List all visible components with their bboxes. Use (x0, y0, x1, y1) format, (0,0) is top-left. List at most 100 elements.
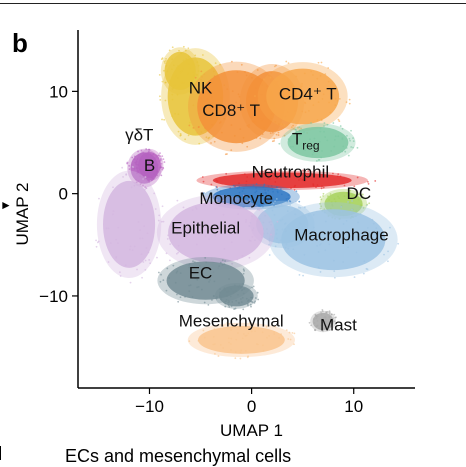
cell-point (253, 120, 256, 123)
cell-point (295, 200, 297, 203)
cell-point (128, 165, 131, 167)
cell-point (164, 62, 166, 64)
cell-point (303, 131, 305, 134)
cell-point (143, 172, 146, 174)
cell-point (245, 183, 248, 186)
cell-point (359, 193, 362, 196)
cell-point (122, 176, 124, 178)
cell-point (352, 146, 354, 149)
cell-point (255, 137, 258, 139)
cell-point (347, 154, 350, 157)
cell-point (219, 63, 221, 66)
cell-point (333, 313, 336, 316)
cell-point (216, 188, 219, 191)
cell-point (112, 210, 115, 212)
cell-point (162, 220, 165, 223)
cell-point (188, 284, 190, 287)
cell-point (212, 335, 215, 338)
cell-point (139, 183, 142, 185)
cell-point (195, 73, 198, 76)
cell-point (236, 105, 239, 108)
cell-point (140, 149, 143, 152)
cell-point (107, 261, 110, 263)
cell-point (220, 131, 223, 134)
cell-point (231, 326, 234, 329)
cell-point (251, 76, 253, 79)
cell-point (219, 295, 222, 298)
cell-point (254, 95, 256, 97)
cell-point (348, 102, 351, 105)
cell-point (142, 175, 145, 177)
cell-point (263, 183, 266, 186)
cell-point (285, 243, 288, 246)
cell-point (204, 204, 207, 206)
cell-point (252, 184, 255, 187)
cell-point (125, 173, 128, 175)
cell-point (240, 63, 243, 66)
cell-point (105, 227, 108, 230)
cell-point (308, 109, 310, 112)
cell-point (293, 332, 296, 335)
cell-point (280, 193, 283, 196)
cell-point (155, 163, 158, 166)
cell-point (293, 208, 296, 211)
cell-point (318, 140, 321, 143)
cell-point (193, 261, 196, 264)
cell-point (328, 316, 331, 319)
cell-point (248, 321, 251, 324)
cell-point (258, 103, 260, 106)
cell-point (362, 272, 365, 275)
cell-point (267, 199, 270, 202)
cell-point (155, 156, 158, 158)
cell-point (204, 198, 207, 201)
cell-point (241, 337, 244, 340)
cell-point (272, 202, 275, 205)
cell-point (237, 332, 239, 334)
cell-point (184, 138, 187, 141)
cell-point (262, 78, 265, 81)
cell-point (206, 98, 209, 101)
cell-point (241, 142, 244, 145)
cell-point (143, 225, 146, 228)
cell-point (137, 221, 140, 223)
cell-point (241, 108, 244, 111)
cell-point (131, 249, 134, 252)
cell-point (297, 133, 300, 136)
cell-point (276, 220, 279, 223)
cell-point (223, 288, 226, 291)
cell-point (229, 343, 232, 345)
cell-point (303, 234, 306, 237)
top-rule (0, 3, 466, 4)
cell-point (271, 172, 274, 175)
cell-point (317, 61, 320, 64)
cell-point (319, 243, 321, 246)
cell-point (274, 325, 277, 328)
cell-point (157, 157, 160, 160)
cell-point (236, 71, 239, 74)
cell-point (314, 313, 317, 316)
cell-point (251, 286, 254, 289)
cell-point (189, 284, 192, 287)
cell-point (277, 134, 280, 136)
cell-point (129, 248, 131, 251)
cell-point (204, 127, 206, 129)
cell-point (328, 329, 331, 331)
cell-point (365, 197, 367, 200)
cell-point (275, 133, 278, 136)
cell-point (160, 220, 163, 223)
cell-point (327, 195, 329, 198)
cell-point (213, 75, 216, 78)
cell-point (324, 316, 327, 319)
cell-point (312, 184, 315, 187)
cell-point (228, 322, 231, 325)
cell-point (387, 260, 389, 263)
cell-point (275, 198, 278, 200)
cell-point (233, 198, 236, 201)
cell-point (270, 233, 272, 236)
cell-point (131, 165, 134, 168)
cell-point (276, 237, 278, 240)
cell-point (298, 178, 300, 181)
cell-point (317, 251, 320, 253)
cell-point (175, 252, 178, 255)
cell-point (293, 85, 296, 88)
